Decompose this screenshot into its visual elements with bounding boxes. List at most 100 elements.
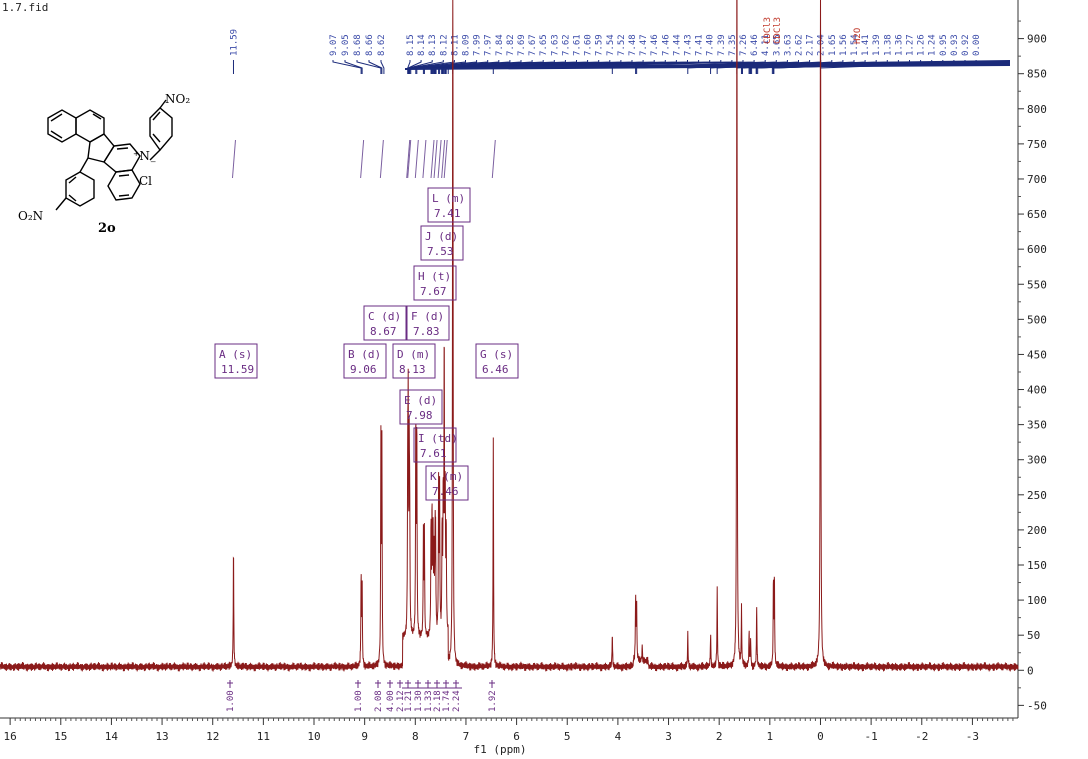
peak-shift-label: 1.56 bbox=[839, 34, 849, 56]
peak-shift-label: 7.43 bbox=[684, 34, 694, 56]
multiplet-box-K: K (m) 7.46 bbox=[425, 465, 469, 501]
peak-shift-label: 1.65 bbox=[828, 34, 838, 56]
multiplet-box-layer: A (s) 11.59 B (d) 9.06 C (d) 8.67D (m) 8.13 E (… bbox=[214, 187, 519, 501]
peak-leader-line bbox=[332, 60, 362, 74]
integral-guide bbox=[430, 139, 435, 179]
integral-guide bbox=[491, 139, 496, 179]
multiplet-label: A (s) bbox=[219, 348, 252, 361]
peak-leader-line bbox=[407, 60, 411, 74]
peak-shift-label: 7.41 bbox=[695, 34, 705, 56]
chart-axes: 16 15 14 13 12 11 10 9 8 7 6 5 4 3 2 1 0 -1 -2 -3-500501001… bbox=[0, 0, 1047, 743]
multiplet-label: E (d) bbox=[404, 394, 437, 407]
x-tick-label: 15 bbox=[54, 730, 67, 743]
peak-shift-label: 4.11 bbox=[761, 34, 771, 56]
peak-shift-label: 3.63 bbox=[783, 34, 793, 56]
multiplet-shift: 7.83 bbox=[413, 325, 440, 338]
y-tick-label: 250 bbox=[1027, 489, 1047, 502]
integral-layer: 1.00 1.00 2.08 4.00 2.121.21 1.30 1.33 2.18 1.74… bbox=[226, 680, 498, 712]
multiplet-frame bbox=[413, 265, 457, 301]
integral-guide bbox=[437, 139, 442, 179]
peak-shift-label: 0.92 bbox=[961, 34, 971, 56]
multiplet-box-H: H (t) 7.67 bbox=[413, 265, 457, 301]
multiplet-box-A: A (s) 11.59 bbox=[214, 343, 258, 379]
multiplet-label: J (d) bbox=[425, 230, 458, 243]
multiplet-box-I: I (td) 7.61 bbox=[413, 427, 458, 463]
y-tick-label: 550 bbox=[1027, 278, 1047, 291]
peak-shift-label: 7.60 bbox=[584, 34, 594, 56]
peak-shift-label: 7.69 bbox=[517, 34, 527, 56]
multiplet-label: C (d) bbox=[368, 310, 401, 323]
x-tick-label: 2 bbox=[716, 730, 723, 743]
integral-guide bbox=[379, 139, 384, 179]
peak-shift-label: 2.17 bbox=[806, 34, 816, 56]
x-tick-label: -3 bbox=[966, 730, 979, 743]
peak-shift-label: 9.07 bbox=[329, 34, 339, 56]
pyridinium-nitrogen: ⁺N bbox=[133, 149, 150, 163]
x-tick-label: 9 bbox=[361, 730, 368, 743]
multiplet-frame bbox=[425, 465, 469, 501]
peak-shift-label: 7.40 bbox=[706, 34, 716, 56]
peak-shift-label: 7.52 bbox=[617, 34, 627, 56]
y-tick-label: 650 bbox=[1027, 208, 1047, 221]
peak-shift-label: 2.04 bbox=[817, 34, 827, 56]
peak-shift-label: 1.38 bbox=[883, 34, 893, 56]
molecule-structure bbox=[47, 99, 173, 211]
peak-shift-label: 7.82 bbox=[506, 34, 516, 56]
multiplet-frame bbox=[420, 225, 464, 261]
multiplet-box-C: C (d) 8.67 bbox=[363, 305, 407, 341]
integral-guide bbox=[360, 139, 365, 179]
peak-shift-label: 1.27 bbox=[906, 34, 916, 56]
compound-number: 2o bbox=[98, 221, 116, 236]
multiplet-label: D (m) bbox=[397, 348, 430, 361]
leader-band bbox=[405, 60, 1010, 70]
peak-leader-line bbox=[368, 60, 383, 74]
peak-shift-label: 7.46 bbox=[650, 34, 660, 56]
integral-guide bbox=[443, 139, 448, 179]
peak-shift-label: 8.68 bbox=[353, 34, 363, 56]
integral-value: 1.33 bbox=[424, 690, 434, 712]
multiplet-frame bbox=[392, 343, 436, 379]
peak-label-layer: 11.59 9.07 9.05 8.68 8.66 8.62 8.15 8.14 8.13 8.1… bbox=[229, 17, 1010, 179]
peak-shift-label: 7.65 bbox=[539, 34, 549, 56]
integral-value: 2.18 bbox=[433, 690, 443, 712]
peak-shift-label: 7.26 bbox=[739, 34, 749, 56]
x-tick-label: -2 bbox=[915, 730, 928, 743]
multiplet-box-F: F (d) 7.83 bbox=[406, 305, 450, 341]
peak-shift-label: 7.62 bbox=[561, 34, 571, 56]
peak-shift-label: 7.47 bbox=[639, 34, 649, 56]
y-tick-label: 800 bbox=[1027, 103, 1047, 116]
multiplet-frame bbox=[406, 305, 450, 341]
y-tick-label: 900 bbox=[1027, 33, 1047, 46]
peak-shift-label: 8.15 bbox=[406, 34, 416, 56]
peak-shift-label: 7.44 bbox=[672, 34, 682, 56]
peak-shift-label: 9.05 bbox=[341, 34, 351, 56]
peak-shift-label: 1.54 bbox=[850, 34, 860, 56]
peak-leader-line bbox=[492, 60, 755, 74]
peak-leader-line bbox=[407, 60, 422, 74]
chloride-charge: ⁻ bbox=[150, 157, 156, 171]
integral-value: 2.08 bbox=[374, 690, 384, 712]
multiplet-frame bbox=[363, 305, 407, 341]
y-tick-label: -50 bbox=[1027, 699, 1047, 712]
peak-shift-label: 7.48 bbox=[628, 34, 638, 56]
peak-shift-label: 0.00 bbox=[972, 34, 982, 56]
multiplet-shift: 7.46 bbox=[432, 485, 459, 498]
multiplet-label: K (m) bbox=[430, 470, 463, 483]
y-tick-label: 700 bbox=[1027, 173, 1047, 186]
peak-shift-label: 8.11 bbox=[450, 34, 460, 56]
integral-guide bbox=[441, 139, 446, 179]
y-tick-label: 50 bbox=[1027, 629, 1040, 642]
multiplet-label: I (td) bbox=[418, 432, 458, 445]
peak-shift-label: 2.62 bbox=[795, 34, 805, 56]
x-tick-label: 6 bbox=[513, 730, 520, 743]
multiplet-box-B: B (d) 9.06 bbox=[343, 343, 387, 379]
peak-shift-label: 7.35 bbox=[728, 34, 738, 56]
x-tick-label: 0 bbox=[817, 730, 824, 743]
y-tick-label: 300 bbox=[1027, 454, 1047, 467]
multiplet-label: F (d) bbox=[411, 310, 444, 323]
peak-shift-label: 1.41 bbox=[861, 34, 871, 56]
solvent-label: H2O bbox=[853, 28, 863, 44]
multiplet-shift: 7.98 bbox=[406, 409, 433, 422]
y-tick-label: 450 bbox=[1027, 348, 1047, 361]
x-tick-label: 11 bbox=[257, 730, 270, 743]
